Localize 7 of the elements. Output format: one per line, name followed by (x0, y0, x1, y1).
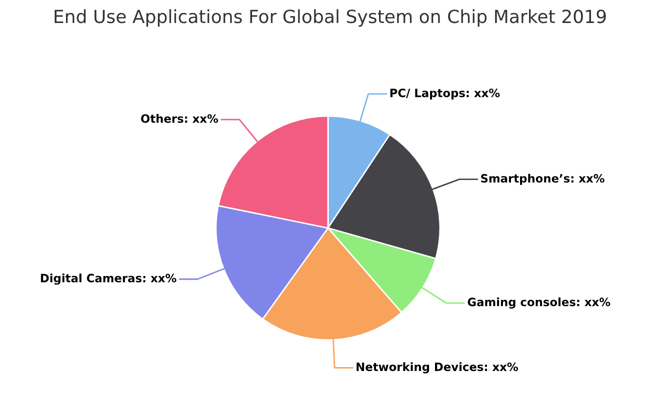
chart-title: End Use Applications For Global System on Chip Market 2019 (54, 9, 606, 27)
slice-label: Gaming consoles: xx% (468, 297, 610, 309)
slice-label: Digital Cameras: xx% (40, 274, 176, 285)
slice-label: Others: xx% (141, 114, 218, 123)
slice-label: PC/ Laptops: xx% (390, 88, 500, 100)
slice-label: Smartphone’s: xx% (481, 174, 604, 185)
slice-label: Networking Devices: xx% (356, 362, 518, 374)
